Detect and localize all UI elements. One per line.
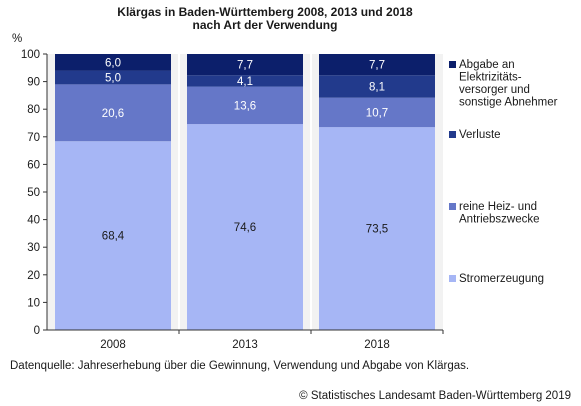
bar-segment-2013-series-2 xyxy=(187,75,303,87)
data-label: 5,0 xyxy=(105,72,121,84)
y-tick-label: 30 xyxy=(27,242,40,254)
y-tick-label: 40 xyxy=(27,215,40,227)
data-label: 13,6 xyxy=(234,100,256,112)
bar-segment-2008-series-3 xyxy=(55,54,171,71)
chart-title-line-2: nach Art der Verwendung xyxy=(192,18,338,32)
legend-entry: Verluste xyxy=(459,129,501,141)
source-note: Datenquelle: Jahreserhebung über die Gew… xyxy=(10,360,470,372)
data-label: 73,5 xyxy=(366,224,388,236)
bar-segment-2013-series-3 xyxy=(187,54,303,76)
y-tick-label: 10 xyxy=(27,297,40,309)
bar-segment-2018-series-1 xyxy=(319,97,435,128)
legend-entry: Abgabe an Elektrizitäts-versorger und sons… xyxy=(459,59,558,109)
bar-segment-2008-series-2 xyxy=(55,70,171,85)
y-tick-label: 50 xyxy=(27,187,40,199)
legend-swatch xyxy=(449,203,456,210)
bar-segment-2008-series-0 xyxy=(55,141,171,330)
data-label: 7,7 xyxy=(369,60,385,72)
data-label: 68,4 xyxy=(102,231,125,243)
bar-segment-2013-series-1 xyxy=(187,86,303,125)
chart-title: Klärgas in Baden-Württemberg 2008, 2013 … xyxy=(100,6,430,32)
y-tick-label: 20 xyxy=(27,270,40,282)
data-label: 6,0 xyxy=(105,57,121,69)
y-tick-label: 70 xyxy=(27,132,40,144)
legend-swatch xyxy=(449,131,456,138)
y-tick-label: 90 xyxy=(27,77,40,89)
bar-segment-2008-series-1 xyxy=(55,84,171,142)
y-tick-label: 100 xyxy=(21,49,40,61)
bar-segment-2018-series-2 xyxy=(319,75,435,98)
legend-entry: reine Heiz- und Antriebszwecke xyxy=(459,201,540,226)
data-label: 8,1 xyxy=(369,81,385,93)
y-tick-label: 60 xyxy=(27,159,40,171)
x-tick-label: 2013 xyxy=(232,339,258,351)
copyright-notice: © Statistisches Landesamt Baden-Württemb… xyxy=(299,390,571,402)
x-tick-label: 2008 xyxy=(100,339,126,351)
data-label: 7,7 xyxy=(237,60,253,72)
data-label: 10,7 xyxy=(366,107,388,119)
bar-segment-2018-series-3 xyxy=(319,54,435,76)
legend-swatch xyxy=(449,61,456,68)
y-tick-label: 80 xyxy=(27,104,40,116)
y-axis-label: % xyxy=(12,33,22,45)
bar-segment-2018-series-0 xyxy=(319,127,435,330)
bar-segment-2013-series-0 xyxy=(187,124,303,330)
chart-title-line-1: Klärgas in Baden-Württemberg 2008, 2013 … xyxy=(117,5,413,19)
y-tick-label: 0 xyxy=(34,325,40,337)
data-label: 74,6 xyxy=(234,222,256,234)
data-label: 20,6 xyxy=(102,108,124,120)
legend-entry: Stromerzeugung xyxy=(459,273,544,285)
data-label: 4,1 xyxy=(237,76,253,88)
x-tick-label: 2018 xyxy=(364,339,390,351)
legend-swatch xyxy=(449,275,456,282)
